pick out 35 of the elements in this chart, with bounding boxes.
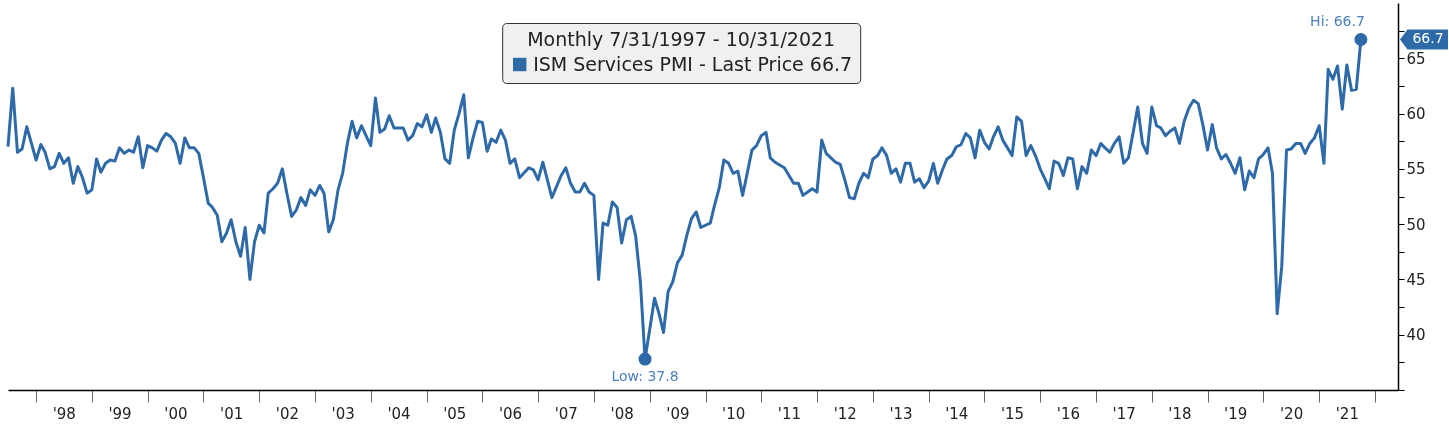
x-tick-label: '18 [1168,404,1192,423]
y-tick-label: 40 [1406,326,1426,345]
legend-label: ISM Services PMI - Last Price 66.7 [533,52,853,75]
x-tick-label: '09 [666,404,690,423]
x-tick-label: '12 [833,404,857,423]
x-tick-label: '99 [108,404,132,423]
y-tick-label: 45 [1406,270,1426,289]
legend-title: Monthly 7/31/1997 - 10/31/2021 [527,28,836,50]
x-tick-label: '16 [1056,404,1081,423]
y-tick-label: 65 [1406,49,1426,68]
x-tick-label: '13 [889,404,913,423]
y-tick-label: 55 [1406,160,1426,179]
annotation: Hi: 66.7 [1310,13,1365,30]
x-tick-label: '98 [52,404,76,423]
x-tick-label: '17 [1112,404,1136,423]
text: 66.7 [1412,30,1444,47]
x-tick-label: '01 [220,404,244,423]
x-tick-label: '02 [275,404,299,423]
x-tick-label: '14 [945,404,969,423]
x-tick-label: '10 [722,404,746,423]
x-tick-label: '08 [610,404,634,423]
x-tick-label: '07 [554,404,578,423]
x-tick-label: '05 [443,404,467,423]
x-tick-label: '11 [777,404,802,423]
x-tick-label: '20 [1279,404,1304,423]
x-tick-label: '04 [387,404,411,423]
x-tick-label: '19 [1224,404,1248,423]
x-tick-label: '03 [331,404,355,423]
annotation: Low: 37.8 [611,368,679,385]
x-tick-label: '21 [1335,404,1359,423]
y-tick-label: 60 [1406,105,1426,124]
x-tick-label: '15 [1000,404,1025,423]
x-tick-label: '00 [164,404,188,423]
x-tick-label: '06 [498,404,523,423]
y-tick-label: 50 [1406,215,1426,234]
